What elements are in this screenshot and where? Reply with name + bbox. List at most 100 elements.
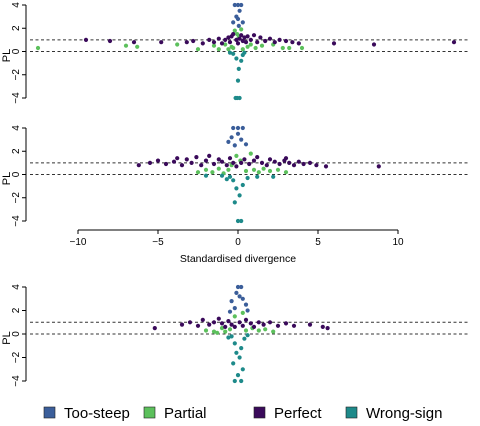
data-point	[255, 40, 260, 45]
series-wrong-sign	[227, 50, 247, 101]
data-point	[226, 35, 231, 40]
data-point	[232, 378, 237, 384]
data-point	[256, 170, 261, 175]
data-point	[371, 42, 377, 47]
data-point	[247, 161, 252, 167]
y-tick-label: −2	[11, 69, 22, 81]
data-point	[229, 135, 234, 140]
data-point	[175, 156, 180, 161]
data-point	[107, 38, 113, 44]
data-point	[271, 174, 276, 179]
scatter-panel-3: −4 −2 0 2 4 PL	[1, 284, 470, 387]
data-point	[251, 324, 257, 329]
scatter-panel-2: −4 −2 0 2 4 PL −10 −5 0 5 10 Standardised divergenc…	[1, 125, 470, 265]
data-point	[256, 328, 261, 333]
data-point	[251, 167, 257, 172]
data-point	[240, 296, 245, 301]
data-point	[271, 329, 276, 334]
data-point	[237, 95, 242, 101]
data-point	[184, 40, 189, 45]
data-point	[159, 40, 164, 45]
data-point	[223, 42, 228, 47]
data-point	[376, 164, 381, 169]
series-wrong-sign	[226, 333, 250, 384]
y-tick-label: 2	[11, 307, 22, 313]
data-point	[258, 35, 263, 40]
data-point	[229, 322, 234, 327]
data-point	[234, 37, 239, 43]
data-point	[283, 321, 289, 326]
y-tick-label: 4	[11, 125, 22, 131]
data-point	[237, 8, 242, 13]
legend-label: Wrong-sign	[366, 405, 442, 422]
data-point	[255, 174, 260, 179]
data-point	[231, 20, 236, 25]
data-point	[147, 160, 153, 165]
series-too-steep	[226, 125, 249, 148]
data-point	[224, 177, 229, 182]
data-point	[231, 45, 236, 51]
legend-swatch	[43, 406, 56, 419]
data-point	[191, 38, 196, 44]
data-point	[235, 41, 241, 46]
y-tick-label: −4	[11, 375, 22, 387]
data-point	[203, 167, 209, 172]
data-point	[235, 125, 241, 131]
series-perfect	[152, 316, 330, 331]
data-point	[123, 43, 129, 48]
data-point	[243, 40, 249, 45]
data-point	[307, 160, 313, 165]
data-point	[175, 42, 180, 47]
data-point	[227, 50, 233, 55]
data-point	[323, 164, 329, 169]
data-point	[236, 23, 241, 28]
data-point	[239, 2, 244, 8]
data-point	[320, 324, 325, 329]
data-point	[240, 47, 245, 52]
legend-label: Perfect	[274, 405, 322, 422]
data-point	[234, 56, 239, 61]
series-perfect	[83, 31, 457, 47]
data-point	[259, 43, 265, 48]
data-point	[267, 36, 273, 41]
data-point	[35, 45, 41, 51]
data-point	[219, 321, 225, 326]
data-point	[243, 317, 249, 322]
data-point	[291, 163, 297, 168]
data-point	[261, 166, 266, 171]
data-point	[240, 38, 245, 44]
data-point	[240, 310, 245, 315]
data-point	[200, 41, 205, 46]
data-point	[272, 159, 277, 164]
legend-label: Too-steep	[64, 405, 130, 422]
data-point	[215, 330, 220, 335]
data-point	[226, 47, 231, 52]
x-axis-label: Standardised divergence	[180, 253, 296, 265]
data-point	[287, 45, 292, 51]
data-point	[256, 320, 261, 325]
data-point	[231, 178, 236, 183]
data-point	[277, 161, 282, 167]
data-point	[307, 322, 313, 327]
data-point	[219, 41, 225, 46]
data-point	[240, 125, 245, 131]
data-point	[195, 323, 201, 328]
data-point	[234, 350, 239, 355]
data-point	[207, 153, 212, 158]
data-point	[219, 173, 225, 178]
data-point	[232, 200, 237, 205]
data-point	[219, 326, 225, 331]
data-point	[240, 20, 245, 25]
data-point	[267, 320, 273, 325]
data-point	[296, 41, 301, 46]
data-point	[179, 322, 185, 327]
scatter-panel-1: −4 −2 0 2 4 PL	[1, 2, 470, 104]
data-point	[235, 373, 241, 378]
data-point	[223, 37, 228, 43]
data-point	[203, 328, 209, 333]
data-point	[234, 153, 239, 158]
data-point	[235, 78, 241, 83]
data-point	[235, 131, 241, 136]
data-point	[216, 157, 221, 162]
y-tick-label: −2	[11, 351, 22, 363]
